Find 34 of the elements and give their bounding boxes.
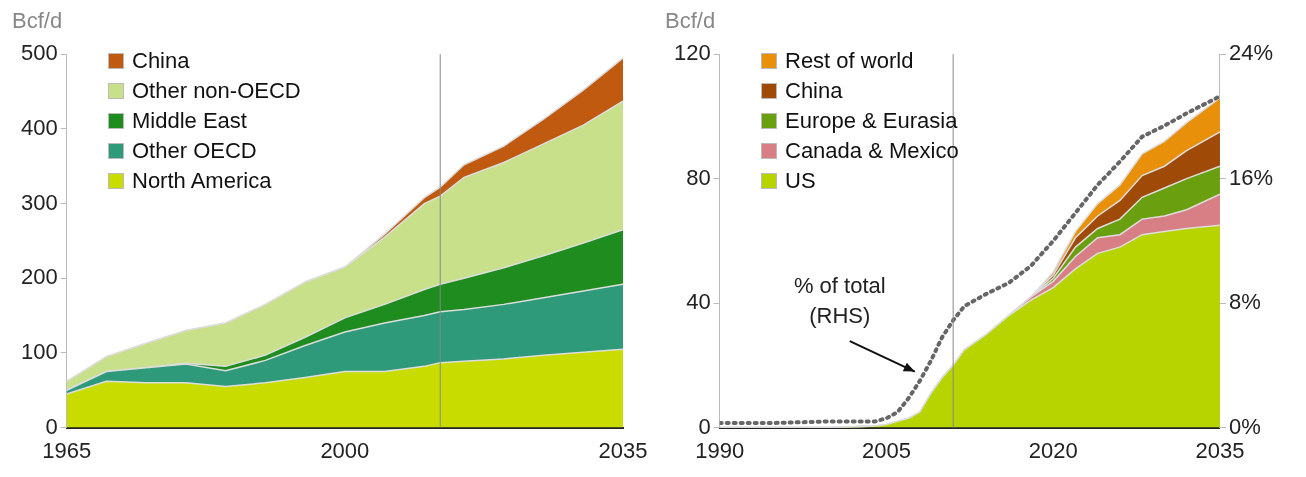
x-tick-label: 1965 — [42, 437, 92, 463]
y-tick-label: 200 — [20, 264, 58, 290]
x-tick-label: 2035 — [598, 437, 648, 463]
x-tick-label: 2035 — [1195, 437, 1245, 463]
y-tick-label: 0 — [698, 413, 711, 439]
y-tick-label: 40 — [686, 289, 711, 315]
y-tick-label: 500 — [20, 40, 58, 66]
annotation: % of total (RHS) — [793, 273, 886, 329]
x-tick-label: 2005 — [861, 437, 911, 463]
legend-label: China — [132, 47, 190, 75]
y2-tick-label: 24% — [1228, 40, 1274, 66]
legend-label: China — [785, 77, 843, 105]
y-axis-title: Bcf/d — [12, 8, 64, 35]
x-tick-label: 1990 — [695, 437, 745, 463]
x-tick-label: 2020 — [1028, 437, 1078, 463]
legend-label: Middle East — [132, 107, 247, 135]
y-tick-label: 120 — [673, 40, 711, 66]
y-tick-label: 300 — [20, 189, 58, 215]
y2-tick-label: 8% — [1228, 289, 1261, 315]
y-axis-title: Bcf/d — [665, 8, 717, 35]
legend-label: Other non-OECD — [132, 77, 301, 105]
y2-tick-label: 0% — [1228, 413, 1261, 439]
y-tick-label: 0 — [45, 413, 58, 439]
legend-label: North America — [132, 167, 272, 195]
x-tick-label: 2000 — [320, 437, 370, 463]
legend-label: Rest of world — [785, 47, 914, 75]
y2-tick-label: 16% — [1228, 164, 1274, 190]
legend-label: US — [785, 167, 816, 195]
y-tick-label: 100 — [20, 338, 58, 364]
legend-label: Europe & Eurasia — [785, 107, 958, 135]
legend-label: Other OECD — [132, 137, 257, 165]
y-tick-label: 400 — [20, 114, 58, 140]
y-tick-label: 80 — [686, 164, 711, 190]
legend-label: Canada & Mexico — [785, 137, 959, 165]
